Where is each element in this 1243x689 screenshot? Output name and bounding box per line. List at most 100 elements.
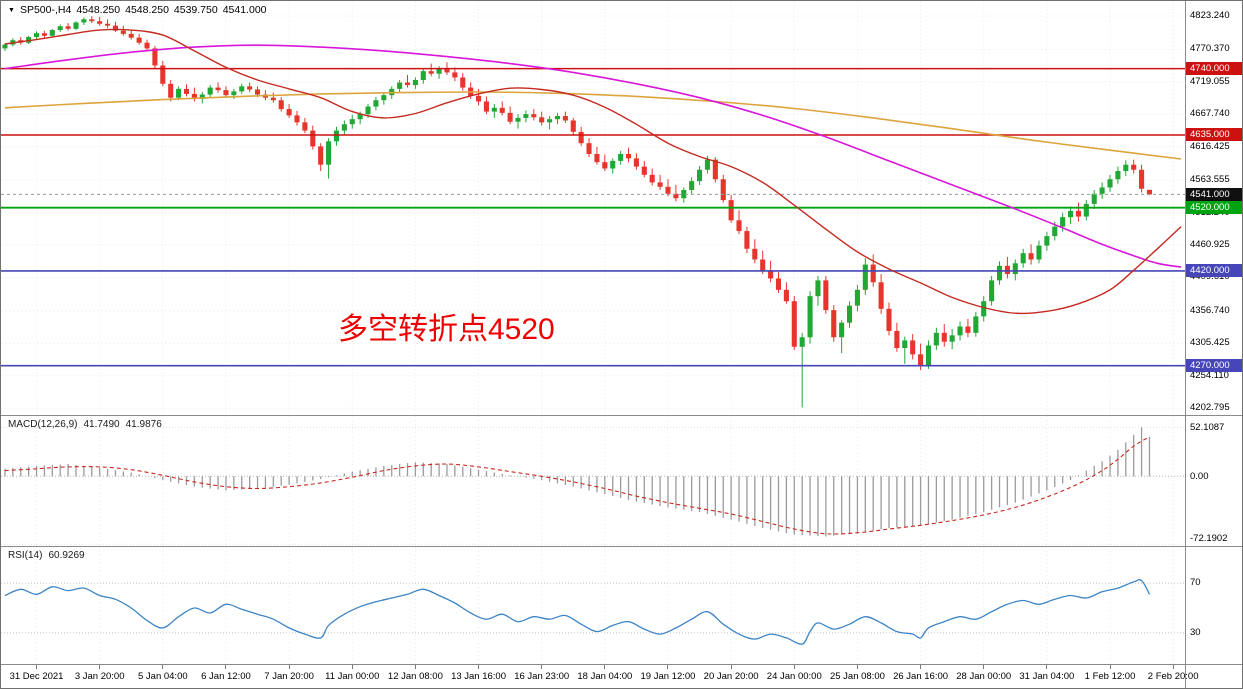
candle-body: [152, 48, 158, 66]
candle-body: [586, 143, 592, 154]
candle-body: [254, 89, 261, 95]
candle-body: [602, 162, 608, 169]
candle-body: [294, 115, 300, 123]
candle-body: [223, 90, 229, 96]
time-axis-tick: [1109, 665, 1111, 669]
candle-body: [728, 200, 734, 221]
time-axis-tick: [162, 665, 164, 669]
time-axis-label: 3 Jan 20:00: [74, 671, 125, 682]
candle-body: [404, 82, 411, 86]
candle-body: [965, 326, 971, 333]
time-axis-tick: [99, 665, 101, 669]
candle-body: [507, 112, 513, 122]
macd-main-value: 41.7490: [83, 419, 120, 430]
chart-annotation-text[interactable]: 多空转折点4520: [338, 313, 555, 346]
candle-body: [199, 94, 205, 99]
candle-body: [562, 116, 568, 121]
candle-body: [712, 159, 718, 180]
macd-axis-label: 52.1087: [1190, 421, 1225, 433]
candle-body: [476, 95, 482, 102]
candle-body: [839, 322, 845, 338]
macd-signal-value: 41.9876: [125, 419, 162, 430]
time-axis-label: 16 Jan 23:00: [514, 671, 570, 682]
candle-body: [815, 280, 821, 297]
ohlc-open: 4548.250: [76, 4, 121, 16]
price-axis[interactable]: 4823.240 4770.370 4719.055 4667.740 4616.425…: [1186, 1, 1242, 415]
candle-body: [846, 305, 853, 323]
candle-body: [989, 280, 995, 302]
price-axis-label: 4563.555: [1190, 174, 1230, 186]
candle-body: [33, 33, 40, 38]
time-axis[interactable]: 31 Dec 2021 3 Jan 20:00 5 Jan 04:00 6 Jan 1…: [1, 664, 1242, 688]
hline-price-badge[interactable]: 4520.000: [1186, 201, 1242, 215]
main-price-panel: ▼ SP500-,H4 4548.250 4548.250 4539.750 4541.0…: [1, 1, 1242, 415]
candle-body: [1091, 193, 1097, 204]
hline-price-badge[interactable]: 4420.000: [1186, 264, 1242, 278]
candle-body: [270, 97, 276, 101]
ma-mid-magenta: [4, 44, 1182, 268]
time-axis-tick: [351, 665, 353, 669]
macd-signal-line: [4, 436, 1150, 535]
rsi-plot[interactable]: RSI(14) 60.9269: [1, 547, 1186, 664]
candle-body: [791, 301, 797, 347]
candle-body: [1060, 217, 1066, 227]
candle-body: [657, 182, 663, 187]
candle-body: [720, 179, 726, 201]
hline-price-badge[interactable]: 4635.000: [1186, 128, 1242, 142]
time-axis-tick: [604, 665, 606, 669]
time-axis-tick: [920, 665, 922, 669]
ma-fast-red: [4, 28, 1182, 315]
rsi-line: [4, 579, 1151, 645]
candle-body: [925, 345, 932, 366]
candle-body: [1052, 226, 1058, 237]
macd-chart[interactable]: [1, 416, 1185, 546]
candle-body: [349, 119, 355, 125]
candle-body: [81, 19, 87, 23]
candle-body: [547, 119, 553, 123]
candle-body: [1083, 203, 1089, 217]
candle-body: [910, 340, 916, 355]
main-chart-plot[interactable]: ▼ SP500-,H4 4548.250 4548.250 4539.750 4541.0…: [1, 1, 1186, 415]
candle-body: [136, 37, 142, 43]
hline-price-badge[interactable]: 4740.000: [1186, 62, 1242, 76]
candle-body: [981, 301, 987, 317]
candle-body: [831, 310, 837, 338]
candle-body: [381, 95, 387, 101]
time-axis-tick: [1172, 665, 1174, 669]
candle-body: [207, 87, 213, 95]
candle-body: [515, 117, 521, 122]
candle-body: [807, 296, 813, 338]
time-axis-tick: [983, 665, 985, 669]
candle-body: [894, 330, 900, 349]
rsi-chart[interactable]: [1, 547, 1185, 664]
candle-body: [681, 189, 687, 199]
candle-body: [1099, 187, 1105, 194]
candle-body: [633, 158, 639, 167]
symbol-header: ▼ SP500-,H4 4548.250 4548.250 4539.750 4541.0…: [8, 4, 272, 16]
candle-body: [775, 278, 782, 290]
candle-body: [996, 265, 1003, 281]
rsi-axis[interactable]: 70 30: [1186, 547, 1242, 664]
candle-body: [286, 109, 292, 116]
time-axis-label: 11 Jan 00:00: [325, 671, 380, 682]
candle-body: [744, 231, 750, 249]
axis-corner-divider: [1185, 665, 1186, 688]
time-axis-label: 1 Feb 12:00: [1084, 671, 1136, 682]
candle-body: [397, 82, 403, 89]
macd-label: MACD(12,26,9): [8, 419, 78, 430]
macd-header: MACD(12,26,9) 41.7490 41.9876: [8, 419, 162, 430]
candle-body: [689, 181, 695, 190]
candle-body: [933, 332, 939, 346]
time-axis-tick: [1046, 665, 1048, 669]
candle-body: [641, 166, 647, 175]
candle-body: [318, 146, 324, 165]
candle-body: [578, 131, 584, 144]
hline-price-badge[interactable]: 4270.000: [1186, 359, 1242, 373]
candlestick-chart[interactable]: [1, 1, 1185, 415]
macd-axis[interactable]: 52.1087 0.00 -72.1902: [1186, 416, 1242, 546]
candle-body: [902, 340, 908, 349]
macd-plot[interactable]: MACD(12,26,9) 41.7490 41.9876: [1, 416, 1186, 546]
candle-body: [89, 19, 95, 22]
ohlc-high: 4548.250: [125, 4, 169, 16]
